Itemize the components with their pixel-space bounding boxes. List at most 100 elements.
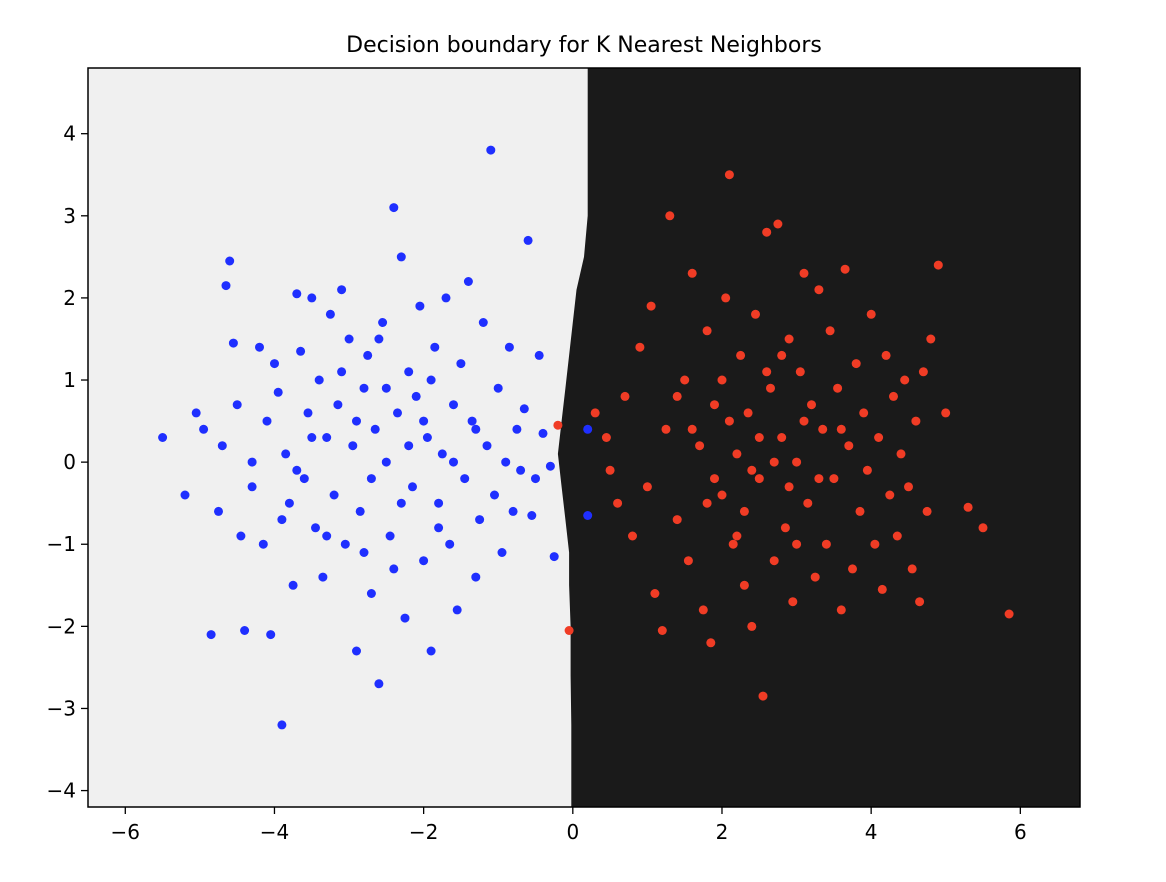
data-point-series-2 [848, 564, 857, 574]
data-point-series-2 [736, 350, 746, 360]
data-point-series-2 [758, 691, 768, 701]
x-tick-label: −4 [260, 820, 289, 844]
data-point-series-2 [661, 424, 671, 434]
data-point-series-1 [482, 441, 492, 451]
data-point-series-2 [851, 359, 861, 369]
data-point-series-1 [415, 301, 425, 311]
plot-frame [87, 67, 1081, 808]
data-point-series-1 [258, 539, 268, 549]
data-point-series-2 [650, 589, 660, 598]
data-point-series-1 [534, 350, 544, 360]
data-point-series-1 [531, 474, 540, 484]
data-point-series-2 [628, 531, 637, 541]
data-point-series-1 [523, 235, 533, 245]
data-point-series-2 [784, 334, 794, 344]
data-point-series-1 [314, 375, 324, 385]
data-point-series-1 [449, 400, 458, 410]
x-tick-label: 6 [1014, 820, 1027, 844]
data-point-series-2 [833, 383, 843, 393]
data-point-series-2 [564, 626, 574, 635]
data-point-series-1 [422, 433, 432, 442]
data-point-series-1 [228, 338, 238, 348]
data-point-series-1 [519, 404, 529, 414]
data-point-series-2 [829, 474, 839, 484]
data-point-series-1 [352, 646, 361, 656]
data-point-series-2 [732, 531, 742, 541]
data-point-series-1 [232, 400, 242, 410]
data-point-series-2 [672, 515, 682, 525]
data-point-series-2 [665, 211, 675, 221]
data-point-series-2 [635, 342, 645, 352]
data-point-series-1 [456, 359, 466, 369]
data-point-series-2 [762, 367, 772, 377]
data-point-series-1 [449, 457, 458, 467]
data-point-series-1 [322, 531, 332, 541]
data-point-series-2 [769, 556, 779, 566]
data-point-series-1 [434, 523, 444, 533]
data-point-series-1 [381, 383, 391, 393]
data-point-series-1 [512, 424, 522, 434]
data-point-series-2 [855, 506, 865, 516]
data-point-series-2 [702, 326, 712, 336]
data-point-series-2 [874, 433, 884, 442]
data-point-series-2 [807, 400, 816, 410]
data-point-series-2 [904, 482, 913, 492]
data-point-series-1 [583, 424, 593, 434]
data-point-series-2 [710, 474, 719, 484]
data-point-series-1 [452, 605, 462, 615]
x-tick-label: 0 [566, 820, 579, 844]
data-point-series-1 [266, 630, 276, 640]
data-point-series-2 [601, 433, 611, 442]
data-point-series-1 [508, 506, 518, 516]
data-point-series-1 [348, 441, 358, 451]
data-point-series-1 [497, 548, 507, 557]
data-point-series-1 [396, 252, 406, 262]
y-tick-label: 1 [63, 368, 76, 392]
data-point-series-2 [717, 375, 727, 385]
data-point-series-1 [475, 515, 485, 525]
data-point-series-1 [370, 424, 380, 434]
data-point-series-1 [426, 646, 436, 656]
data-point-series-2 [792, 539, 802, 549]
data-point-series-2 [818, 424, 828, 434]
y-tick-label: −1 [47, 532, 76, 556]
data-point-series-1 [270, 359, 279, 369]
data-point-series-2 [911, 416, 921, 426]
data-point-series-2 [926, 334, 936, 344]
data-point-series-2 [754, 474, 764, 484]
data-point-series-2 [747, 621, 757, 631]
data-point-series-1 [411, 391, 421, 401]
data-point-series-1 [292, 289, 302, 299]
data-point-series-2 [680, 375, 690, 385]
data-point-series-2 [642, 482, 652, 492]
data-point-series-2 [900, 375, 910, 385]
data-point-series-1 [273, 387, 283, 397]
data-point-series-1 [329, 490, 339, 500]
data-point-series-2 [698, 605, 708, 615]
data-point-series-1 [180, 490, 190, 500]
y-tick-label: 0 [63, 450, 76, 474]
data-point-series-2 [810, 572, 820, 582]
data-point-series-1 [426, 375, 436, 385]
data-point-series-1 [471, 572, 481, 582]
data-point-series-2 [751, 309, 760, 319]
data-point-series-1 [299, 474, 309, 484]
y-tick-label: 3 [63, 204, 76, 228]
data-point-series-2 [687, 424, 697, 434]
data-point-series-2 [821, 539, 831, 549]
data-point-series-1 [437, 449, 447, 459]
data-point-series-2 [922, 506, 932, 516]
data-point-series-1 [400, 613, 410, 623]
y-tick-label: 2 [63, 286, 76, 310]
data-point-series-1 [493, 383, 503, 393]
data-point-series-1 [471, 424, 481, 434]
data-point-series-1 [363, 350, 373, 360]
data-point-series-2 [877, 584, 887, 594]
data-point-series-1 [430, 342, 440, 352]
data-point-series-2 [907, 564, 917, 574]
data-point-series-1 [206, 630, 216, 640]
data-point-series-1 [463, 277, 473, 286]
data-point-series-2 [859, 408, 869, 418]
data-point-series-1 [292, 465, 302, 475]
y-tick-label: −2 [47, 614, 76, 638]
